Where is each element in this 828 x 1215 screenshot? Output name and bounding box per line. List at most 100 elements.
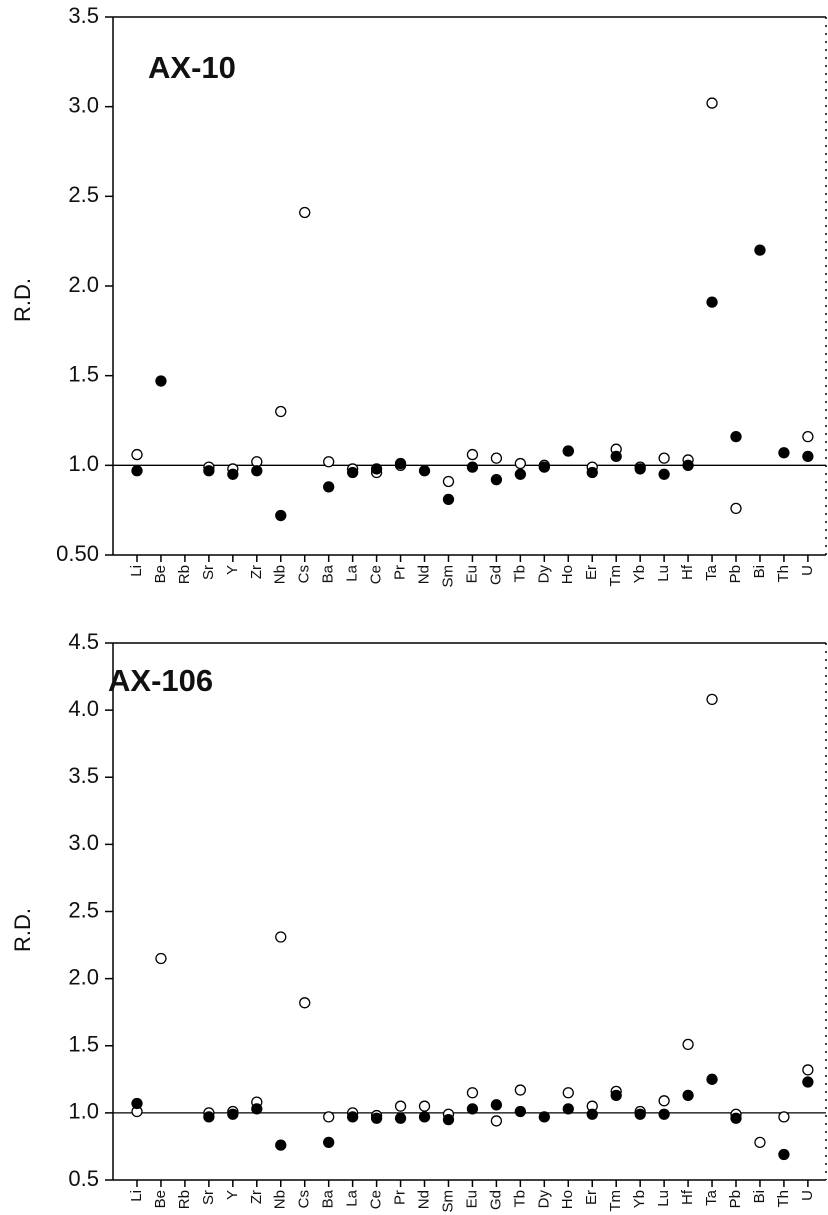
x-tick-label: U — [799, 565, 816, 576]
x-tick-label: Li — [128, 565, 145, 577]
filled-point — [394, 457, 407, 470]
x-tick-label: Eu — [463, 565, 480, 583]
open-point — [490, 1115, 503, 1127]
filled-point — [346, 466, 359, 479]
y-tick-label: 1.5 — [68, 1032, 99, 1057]
open-point — [155, 952, 167, 965]
x-tick-label: Cs — [296, 565, 313, 583]
open-point — [442, 475, 455, 488]
x-tick-label: Tm — [607, 1190, 624, 1212]
x-tick-label: Be — [152, 1190, 169, 1208]
filled-point — [275, 509, 287, 522]
x-tick-label: Nd — [415, 565, 432, 584]
filled-point — [730, 1112, 742, 1124]
filled-point — [538, 461, 550, 473]
open-point — [658, 452, 670, 464]
y-tick-label: 1.0 — [68, 451, 99, 476]
open-point — [730, 502, 742, 515]
filled-point — [418, 1111, 431, 1123]
panel-title: AX-10 — [148, 50, 236, 85]
x-tick-label: Zr — [248, 565, 265, 579]
x-tick-label: Ce — [368, 1190, 385, 1209]
y-tick-label: 0.5 — [68, 1166, 99, 1191]
x-tick-label: Nd — [415, 1190, 432, 1209]
open-point — [394, 1100, 407, 1112]
x-tick-label: Th — [775, 565, 792, 583]
filled-point — [466, 1103, 479, 1115]
filled-point — [442, 1113, 455, 1126]
filled-point — [490, 1099, 503, 1111]
x-tick-label: Nb — [272, 1190, 289, 1209]
y-tick-label: 3.5 — [68, 3, 99, 28]
filled-point — [658, 468, 670, 480]
filled-point — [682, 459, 694, 471]
y-tick-label: 2.0 — [68, 272, 99, 297]
x-tick-label: Li — [128, 1190, 145, 1202]
x-tick-label: Pb — [727, 565, 744, 583]
y-tick-label: 2.0 — [68, 964, 99, 989]
open-point — [466, 1087, 479, 1099]
x-tick-label: Lu — [655, 565, 672, 582]
filled-point — [251, 465, 263, 477]
filled-point — [706, 1073, 718, 1085]
filled-point — [370, 1112, 383, 1124]
x-tick-label: Rb — [176, 565, 193, 584]
open-point — [754, 1136, 766, 1149]
open-point — [514, 1084, 527, 1096]
filled-point — [610, 450, 622, 463]
y-tick-label: 0.50 — [56, 541, 99, 566]
x-tick-label: Hf — [679, 564, 696, 580]
x-tick-label: Er — [583, 1190, 600, 1205]
filled-point — [203, 1111, 215, 1123]
x-tick-label: Tb — [511, 1190, 528, 1208]
filled-point — [586, 1108, 598, 1120]
filled-point — [778, 447, 790, 459]
open-point — [131, 448, 143, 461]
filled-point — [227, 1108, 239, 1120]
y-tick-label: 1.5 — [68, 361, 99, 386]
filled-point — [275, 1139, 287, 1151]
x-tick-label: Yb — [631, 1190, 648, 1208]
filled-point — [346, 1111, 359, 1123]
open-point — [706, 97, 718, 109]
x-tick-label: Sm — [439, 565, 456, 588]
x-tick-label: Tb — [511, 565, 528, 583]
y-tick-label: 2.5 — [68, 897, 99, 922]
filled-point — [490, 474, 503, 486]
x-tick-label: Ba — [320, 1189, 337, 1208]
filled-point — [706, 296, 718, 308]
filled-point — [227, 468, 239, 480]
open-point — [299, 997, 311, 1009]
x-tick-label: Ce — [368, 565, 385, 584]
y-tick-label: 3.0 — [68, 830, 99, 855]
filled-point — [442, 493, 455, 506]
filled-point — [682, 1089, 694, 1102]
filled-point — [251, 1103, 263, 1115]
x-tick-label: U — [799, 1190, 816, 1201]
x-tick-label: Gd — [487, 1190, 504, 1210]
x-tick-label: Tm — [607, 565, 624, 587]
open-point — [323, 1111, 335, 1123]
x-tick-label: La — [344, 1189, 361, 1206]
panel-title: AX-106 — [108, 663, 213, 698]
x-tick-label: Ba — [320, 564, 337, 583]
open-point — [490, 452, 503, 464]
filled-point — [634, 463, 646, 475]
x-tick-label: Dy — [535, 1190, 552, 1209]
y-tick-label: 4.5 — [68, 629, 99, 654]
filled-point — [754, 244, 766, 256]
filled-point — [323, 481, 335, 493]
filled-point — [778, 1148, 790, 1161]
open-point — [682, 1038, 694, 1051]
filled-point — [730, 430, 742, 443]
x-tick-label: Y — [224, 565, 241, 575]
filled-point — [466, 461, 479, 473]
y-tick-label: 3.0 — [68, 92, 99, 117]
open-point — [299, 206, 311, 219]
open-point — [706, 693, 718, 706]
filled-point — [394, 1112, 407, 1124]
x-tick-label: Th — [775, 1190, 792, 1208]
x-tick-label: Sr — [200, 1190, 217, 1205]
x-tick-label: Cs — [296, 1190, 313, 1208]
x-tick-label: Y — [224, 1190, 241, 1200]
